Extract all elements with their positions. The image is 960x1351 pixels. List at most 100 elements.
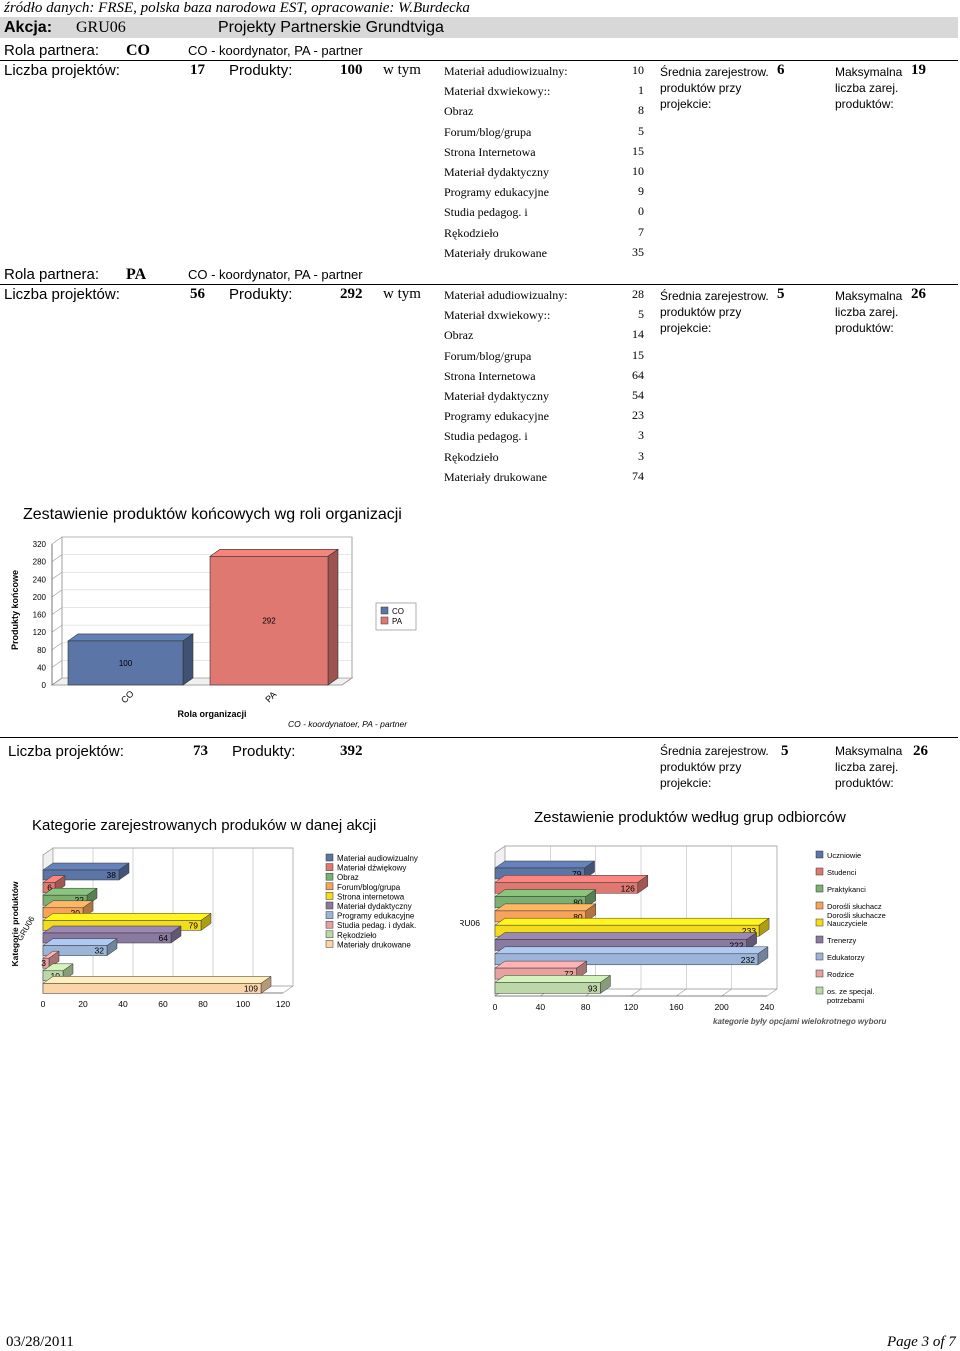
akcja-name: Projekty Partnerskie Grundtviga — [218, 19, 444, 36]
category-value: 8 — [638, 103, 644, 117]
produkty-label: Produkty: — [229, 286, 293, 303]
avg-label: Średnia zarejestrow. produktów przy projek… — [660, 65, 769, 111]
chart1-x-tick: CO — [119, 689, 136, 706]
chart3-category-label: GRU06 — [460, 918, 480, 928]
chart3-bar-top — [494, 875, 649, 883]
max-value: 26 — [911, 286, 926, 302]
chart1-gridline — [51, 642, 63, 650]
chart3-legend-label: Dorośli słuchacze — [827, 911, 886, 920]
chart3-x-tick: 240 — [760, 1002, 774, 1012]
category-label: Materiał dxwiekowy:: — [444, 308, 551, 322]
chart3-bar-top — [494, 932, 758, 940]
total-liczba-label: Liczba projektów: — [8, 743, 124, 760]
chart3-bar-top — [494, 903, 597, 912]
chart1-gridline — [51, 624, 63, 633]
chart3-legend-swatch — [815, 867, 824, 876]
chart2-legend-swatch — [325, 872, 334, 881]
rola-desc: CO - koordynator, PA - partner — [188, 267, 363, 282]
total-products: 392 — [340, 743, 363, 759]
chart1-y-tick: 240 — [33, 575, 47, 584]
category-value: 0 — [638, 204, 644, 218]
chart2-data-label: 20 — [71, 908, 81, 918]
max-value: 19 — [911, 62, 926, 78]
category-label: Obraz — [444, 104, 474, 118]
category-label: Materiały drukowane — [444, 246, 547, 260]
chart3-gridline — [721, 988, 732, 997]
chart2-bar — [42, 945, 108, 956]
chart3-bar-top — [494, 946, 769, 955]
chart1-y-tick: 320 — [33, 540, 47, 549]
chart2-ylabel: Kategorie produktów — [10, 881, 20, 966]
akcja-code: GRU06 — [76, 19, 126, 36]
chart2-data-label: 22 — [75, 895, 85, 905]
chart1-y-tick: 200 — [33, 593, 47, 602]
chart1-gridline — [51, 660, 63, 668]
category-label: Materiały drukowane — [444, 470, 547, 484]
liczba-label: Liczba projektów: — [4, 286, 120, 303]
category-value: 1 — [638, 83, 644, 97]
category-label: Programy edukacyjne — [444, 185, 549, 199]
chart3-legend-swatch — [815, 901, 824, 910]
chart2-title: Kategorie zarejestrowanych produków w da… — [32, 817, 377, 834]
chart2-legend-swatch — [325, 911, 334, 919]
chart2-data-label: 109 — [244, 983, 258, 993]
chart3-data-label: 222 — [729, 941, 743, 951]
chart3-bar-top — [494, 860, 596, 869]
chart2-legend-label: Materiał dydaktyczny — [337, 902, 412, 911]
category-label: Obraz — [444, 328, 474, 342]
chart1-xlabel: Rola organizacji — [177, 709, 246, 719]
chart1-gridline — [51, 677, 63, 686]
liczba-label: Liczba projektów: — [4, 62, 120, 79]
chart1-gridline — [51, 536, 63, 545]
chart3-legend-label: Trenerzy — [827, 936, 857, 945]
category-value: 10 — [632, 63, 644, 77]
chart1-bar-side — [182, 633, 194, 686]
chart3-legend-label: Studenci — [827, 868, 857, 877]
akcja-label: Akcja: — [4, 19, 53, 36]
chart3-data-label: 72 — [564, 969, 574, 979]
category-value: 54 — [632, 388, 644, 402]
chart1-y-tick: 120 — [33, 628, 47, 637]
rola-code: PA — [126, 266, 147, 283]
chart1-bar-top — [209, 549, 339, 557]
chart2-data-label: 10 — [51, 971, 61, 981]
chart3-data-label: 126 — [621, 883, 635, 893]
projects-count: 56 — [190, 286, 205, 302]
chart2-data-label: 38 — [107, 870, 117, 880]
chart1-y-tick: 160 — [33, 611, 47, 620]
w-tym-label: w tym — [383, 286, 421, 302]
chart3-bar-top — [494, 975, 612, 983]
category-label: Materiał adudiowizualny: — [444, 288, 568, 302]
chart3-footnote: kategorie były opcjami wielokrotnego wyb… — [713, 1017, 886, 1026]
chart3-gridline — [630, 988, 642, 997]
produkty-label: Produkty: — [229, 62, 293, 79]
chart3-legend-label: Praktykanci — [827, 885, 866, 894]
chart2-bar-top — [42, 938, 118, 946]
category-label: Strona Internetowa — [444, 369, 536, 383]
category-value: 35 — [632, 245, 644, 259]
chart3-x-tick: 0 — [493, 1002, 498, 1012]
chart2-legend-label: Materiał dźwiękowy — [337, 864, 406, 873]
chart3-legend-swatch — [815, 969, 824, 978]
chart2-x-tick: 0 — [41, 999, 46, 1009]
total-produkty-label: Produkty: — [232, 743, 296, 760]
chart3-legend-swatch — [815, 918, 824, 927]
chart2-legend-label: Rękodzieło — [337, 931, 377, 940]
chart3-data-label: 80 — [573, 898, 583, 908]
chart2-legend-label: Obraz — [337, 873, 359, 882]
chart2-legend-label: Programy edukacyjne — [337, 912, 415, 921]
chart1-legend-swatch — [380, 606, 389, 615]
chart3-bar-top — [494, 960, 588, 969]
chart2-legend-swatch — [325, 920, 334, 929]
category-value: 10 — [632, 164, 644, 178]
chart1-y-tick: 0 — [42, 681, 47, 690]
category-value: 3 — [638, 428, 644, 442]
chart3-legend-label: Edukatorzy — [827, 953, 865, 962]
chart3-x-tick: 80 — [581, 1002, 591, 1012]
category-value: 23 — [632, 408, 644, 422]
chart3-legend-label: Dorośli słuchacz — [827, 902, 882, 911]
chart3-svg: 0 40 80 120 160 200 240 79 126 80 80 233 222 232 72 93 U… — [460, 845, 886, 1026]
category-value: 15 — [632, 144, 644, 158]
chart2-x-tick: 100 — [236, 999, 250, 1009]
category-label: Materiał dxwiekowy:: — [444, 84, 551, 98]
